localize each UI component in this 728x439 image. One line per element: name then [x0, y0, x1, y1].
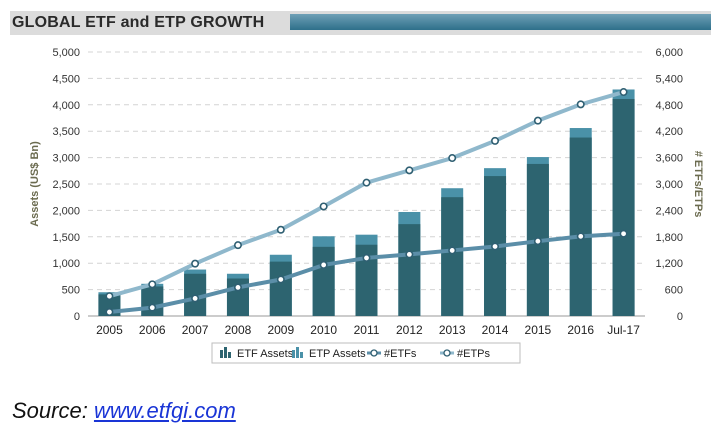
- point-etps: [319, 202, 328, 211]
- point-etfs: [533, 237, 542, 246]
- x-tick-label: 2009: [267, 323, 294, 337]
- point-etfs: [576, 232, 585, 241]
- source-link[interactable]: www.etfgi.com: [93, 398, 236, 423]
- y-right-tick-label: 1,200: [655, 258, 683, 270]
- point-etfs: [448, 246, 457, 255]
- y-left-tick-label: 5,000: [52, 47, 80, 59]
- point-etfs: [191, 294, 200, 303]
- legend-etf-assets-swatch: [228, 352, 231, 358]
- legend-etp-assets-swatch: [292, 350, 295, 358]
- x-tick-label: 2010: [310, 323, 337, 337]
- point-etps: [619, 88, 628, 97]
- y-right-tick-label: 2,400: [655, 205, 683, 217]
- point-etps: [448, 154, 457, 163]
- bar-etf-assets: [269, 261, 292, 316]
- point-etfs: [362, 253, 371, 262]
- point-etps: [233, 241, 242, 250]
- y-left-axis-title: Assets (US$ Bn): [29, 141, 41, 227]
- source-line: Source: www.etfgi.com: [12, 398, 236, 424]
- y-left-tick-label: 2,000: [52, 205, 80, 217]
- y-right-tick-label: 1,800: [655, 232, 683, 244]
- legend-etfs-swatch: [370, 349, 378, 357]
- y-left-tick-label: 4,000: [52, 100, 80, 112]
- y-right-tick-label: 3,600: [655, 153, 683, 165]
- point-etfs: [319, 260, 328, 269]
- point-etfs: [405, 250, 414, 259]
- x-tick-label: 2015: [525, 323, 552, 337]
- point-etps: [276, 225, 285, 234]
- point-etps: [105, 292, 114, 301]
- y-left-tick-label: 0: [74, 311, 80, 323]
- chart-title: GLOBAL ETF and ETP GROWTH: [12, 14, 265, 31]
- legend-etf-assets-label: ETF Assets: [237, 348, 294, 360]
- legend-box: [211, 342, 521, 364]
- bar-etf-assets: [612, 98, 635, 316]
- point-etps: [576, 100, 585, 109]
- x-tick-label: 2012: [396, 323, 423, 337]
- x-tick-label: 2011: [354, 323, 380, 337]
- legend-etf-assets-swatch: [224, 347, 227, 358]
- y-left-tick-label: 3,000: [52, 153, 80, 165]
- x-tick-label: 2016: [567, 323, 594, 337]
- y-left-tick-label: 2,500: [52, 179, 80, 191]
- y-left-tick-label: 4,500: [52, 73, 80, 85]
- x-tick-label: 2008: [225, 323, 252, 337]
- bar-etf-assets: [355, 244, 378, 316]
- point-etps: [362, 178, 371, 187]
- y-left-tick-label: 3,500: [52, 126, 80, 138]
- point-etfs: [491, 242, 500, 251]
- x-tick-label: 2007: [182, 323, 209, 337]
- bar-etf-assets: [569, 137, 592, 316]
- y-right-tick-label: 3,000: [655, 179, 683, 191]
- bar-etf-assets: [312, 246, 335, 316]
- legend-etp-assets-swatch: [296, 347, 299, 358]
- legend-etps-label: #ETPs: [457, 348, 491, 360]
- y-right-tick-label: 4,800: [655, 100, 683, 112]
- x-tick-label: 2013: [439, 323, 466, 337]
- x-tick-label: 2006: [139, 323, 166, 337]
- y-right-tick-label: 4,200: [655, 126, 683, 138]
- title-accent-bar: [290, 14, 711, 30]
- y-right-tick-label: 600: [665, 285, 683, 297]
- x-tick-label: Jul-17: [607, 323, 640, 337]
- point-etfs: [148, 303, 157, 312]
- legend-etps-swatch: [443, 349, 451, 357]
- point-etps: [191, 259, 200, 268]
- point-etps: [405, 166, 414, 175]
- source-label: Source:: [12, 398, 88, 423]
- legend-etfs-label: #ETFs: [384, 348, 417, 360]
- point-etps: [148, 280, 157, 289]
- point-etfs: [233, 283, 242, 292]
- y-right-axis-title: # ETFs/ETPs: [692, 151, 704, 218]
- y-right-tick-label: 6,000: [655, 47, 683, 59]
- bar-etf-assets: [441, 197, 464, 316]
- y-left-tick-label: 500: [62, 285, 80, 297]
- point-etps: [491, 136, 500, 145]
- bar-etf-assets: [398, 224, 421, 316]
- point-etfs: [276, 275, 285, 284]
- x-tick-label: 2014: [482, 323, 509, 337]
- legend-etf-assets-swatch: [220, 350, 223, 358]
- y-left-tick-label: 1,000: [52, 258, 80, 270]
- y-right-tick-label: 5,400: [655, 73, 683, 85]
- y-left-tick-label: 1,500: [52, 232, 80, 244]
- point-etps: [533, 116, 542, 125]
- chart: 0 500 1,000 1,500 2,000 2,500 3,000 3,500 4,000 4…: [29, 47, 704, 364]
- point-etfs: [105, 308, 114, 317]
- x-tick-label: 2005: [96, 323, 123, 337]
- legend-etp-assets-label: ETP Assets: [309, 348, 366, 360]
- point-etfs: [619, 229, 628, 238]
- legend-etp-assets-swatch: [300, 352, 303, 358]
- y-right-tick-label: 0: [677, 311, 683, 323]
